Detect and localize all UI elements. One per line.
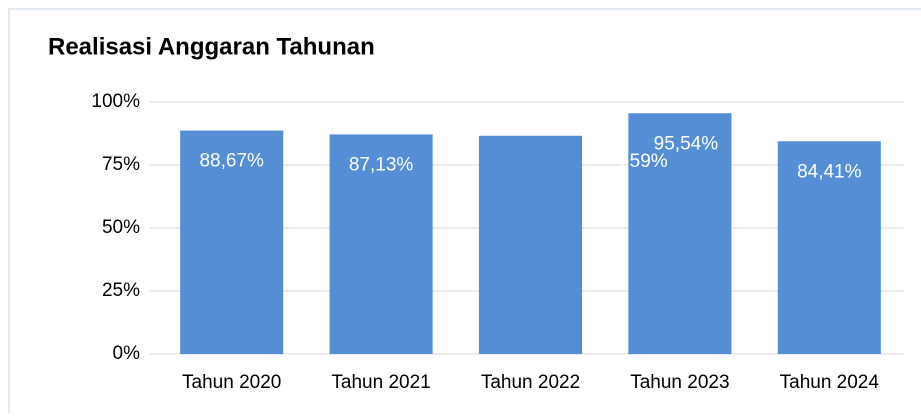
x-tick-label: Tahun 2020: [182, 372, 281, 393]
bar: [628, 113, 732, 354]
x-tick-label: Tahun 2024: [780, 372, 880, 393]
y-tick-label: 50%: [102, 217, 140, 238]
bar: [180, 130, 284, 354]
bar: [777, 141, 881, 354]
x-tick-label: Tahun 2023: [630, 372, 729, 393]
y-tick-label: 100%: [91, 91, 140, 112]
x-tick-label: Tahun 2022: [481, 372, 580, 393]
value-label: 88,67%: [199, 151, 264, 172]
chart-title: Realisasi Anggaran Tahunan: [48, 33, 375, 60]
y-tick-label: 25%: [102, 280, 140, 301]
bar: [329, 134, 433, 354]
value-label: 84,41%: [797, 161, 862, 182]
chart-border: [8, 8, 921, 418]
y-tick-label: 0%: [113, 343, 141, 364]
value-label: 95,54%: [654, 133, 719, 154]
x-tick-label: Tahun 2021: [331, 372, 430, 393]
value-label: 87,13%: [349, 154, 414, 175]
value-label: 86,59%: [603, 151, 668, 172]
bar: [478, 135, 583, 354]
y-tick-label: 75%: [102, 154, 140, 175]
